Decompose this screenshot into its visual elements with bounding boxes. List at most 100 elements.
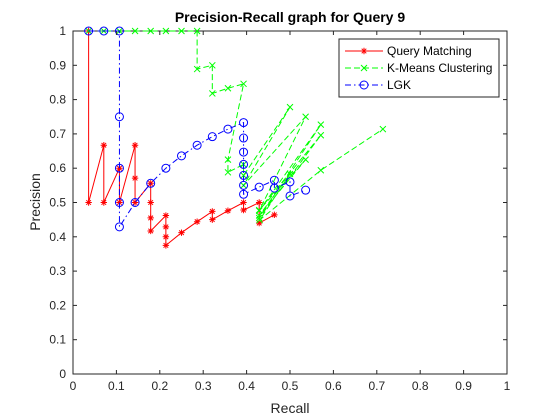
data-point: [177, 151, 186, 161]
x-tick-label: 0.8: [412, 379, 429, 393]
y-tick-label: 0.5: [49, 196, 66, 210]
legend-marker: [360, 64, 368, 72]
data-point: [208, 61, 216, 69]
data-point: [162, 242, 170, 249]
data-point: [239, 133, 249, 143]
data-point: [147, 227, 154, 235]
data-point: [239, 180, 249, 190]
data-point: [162, 233, 170, 240]
data-point: [255, 219, 263, 227]
x-tick-label: 0.2: [151, 379, 168, 393]
y-tick-label: 1: [59, 24, 66, 38]
data-point: [161, 163, 171, 173]
x-tick-label: 0.3: [195, 379, 212, 393]
data-point: [317, 166, 325, 174]
y-tick-label: 0.7: [49, 127, 66, 141]
data-point: [286, 103, 294, 111]
legend-entry: Query Matching: [345, 44, 472, 58]
data-point: [240, 206, 247, 214]
legend-marker: [359, 80, 369, 90]
data-point: [302, 156, 309, 163]
data-point: [254, 182, 264, 192]
data-point: [302, 113, 309, 121]
x-tick-label: 0: [70, 379, 77, 393]
legend-marker: [360, 47, 368, 55]
y-tick-label: 0.2: [49, 298, 66, 312]
data-point: [178, 229, 185, 236]
data-point: [209, 208, 216, 215]
data-point: [239, 159, 249, 169]
data-point: [379, 125, 387, 133]
data-point: [116, 165, 123, 172]
data-point: [114, 26, 124, 36]
data-point: [224, 156, 232, 163]
data-point: [209, 216, 216, 223]
series-layer: [84, 26, 387, 249]
y-tick-label: 0.8: [49, 93, 66, 107]
data-point: [255, 214, 263, 222]
data-point: [85, 199, 92, 206]
data-point: [255, 199, 263, 206]
y-axis-title: Precision: [27, 173, 43, 231]
data-point: [147, 214, 154, 222]
data-point: [239, 189, 249, 199]
x-tick-label: 0.6: [325, 379, 342, 393]
data-point: [285, 177, 295, 187]
data-point: [114, 198, 124, 207]
data-point: [240, 80, 247, 88]
legend-label: K-Means Clustering: [387, 61, 492, 75]
y-tick-label: 0.9: [49, 58, 66, 72]
data-point: [192, 140, 202, 150]
data-point: [131, 142, 139, 149]
data-point: [224, 84, 232, 92]
x-axis-title: Recall: [271, 400, 310, 416]
data-point: [193, 65, 201, 73]
data-point: [114, 112, 124, 122]
legend-entry: LGK: [345, 78, 411, 92]
y-tick-label: 0.4: [49, 230, 66, 244]
series-line: [88, 30, 306, 229]
x-tick-label: 0.9: [455, 379, 472, 393]
legend-label: LGK: [387, 78, 411, 92]
x-tick-label: 0.5: [282, 379, 299, 393]
data-point: [100, 142, 108, 149]
data-point: [114, 222, 124, 232]
data-point: [224, 168, 232, 176]
series-0: [85, 27, 278, 249]
data-point: [178, 27, 185, 35]
data-point: [84, 26, 94, 36]
data-point: [193, 218, 201, 225]
y-tick-label: 0.3: [49, 264, 66, 278]
x-tick-label: 0.1: [108, 379, 125, 393]
data-point: [317, 121, 325, 128]
data-point: [130, 198, 140, 207]
data-point: [239, 118, 249, 128]
data-point: [271, 211, 278, 219]
x-tick-label: 1: [504, 379, 511, 393]
legend: Query Matching K-Means Clustering LGK: [338, 38, 500, 98]
y-tick-label: 0: [59, 367, 66, 381]
series-2: [84, 26, 311, 232]
data-point: [285, 191, 295, 201]
data-point: [256, 216, 263, 224]
y-tick-label: 0.1: [49, 333, 66, 347]
data-point: [223, 124, 233, 134]
data-point: [162, 223, 170, 231]
data-point: [239, 170, 249, 180]
data-point: [301, 185, 311, 195]
data-point: [162, 27, 170, 35]
data-point: [116, 199, 123, 206]
data-point: [193, 27, 201, 35]
legend-entries: Query Matching K-Means Clustering LGK: [345, 44, 492, 92]
data-point: [131, 199, 139, 206]
legend-label: Query Matching: [387, 44, 472, 58]
x-tick-label: 0.4: [238, 379, 255, 393]
ticks-layer: 0 0.1 0.2 0.3 0.4 0.5 0.6 0.7 0.8 0.9 1 0 0.1 0.2 0.3 0…: [49, 24, 510, 393]
data-point: [114, 163, 124, 173]
data-point: [239, 147, 249, 157]
data-point: [255, 206, 263, 214]
data-point: [269, 183, 279, 193]
data-point: [208, 90, 216, 97]
data-point: [131, 174, 139, 182]
